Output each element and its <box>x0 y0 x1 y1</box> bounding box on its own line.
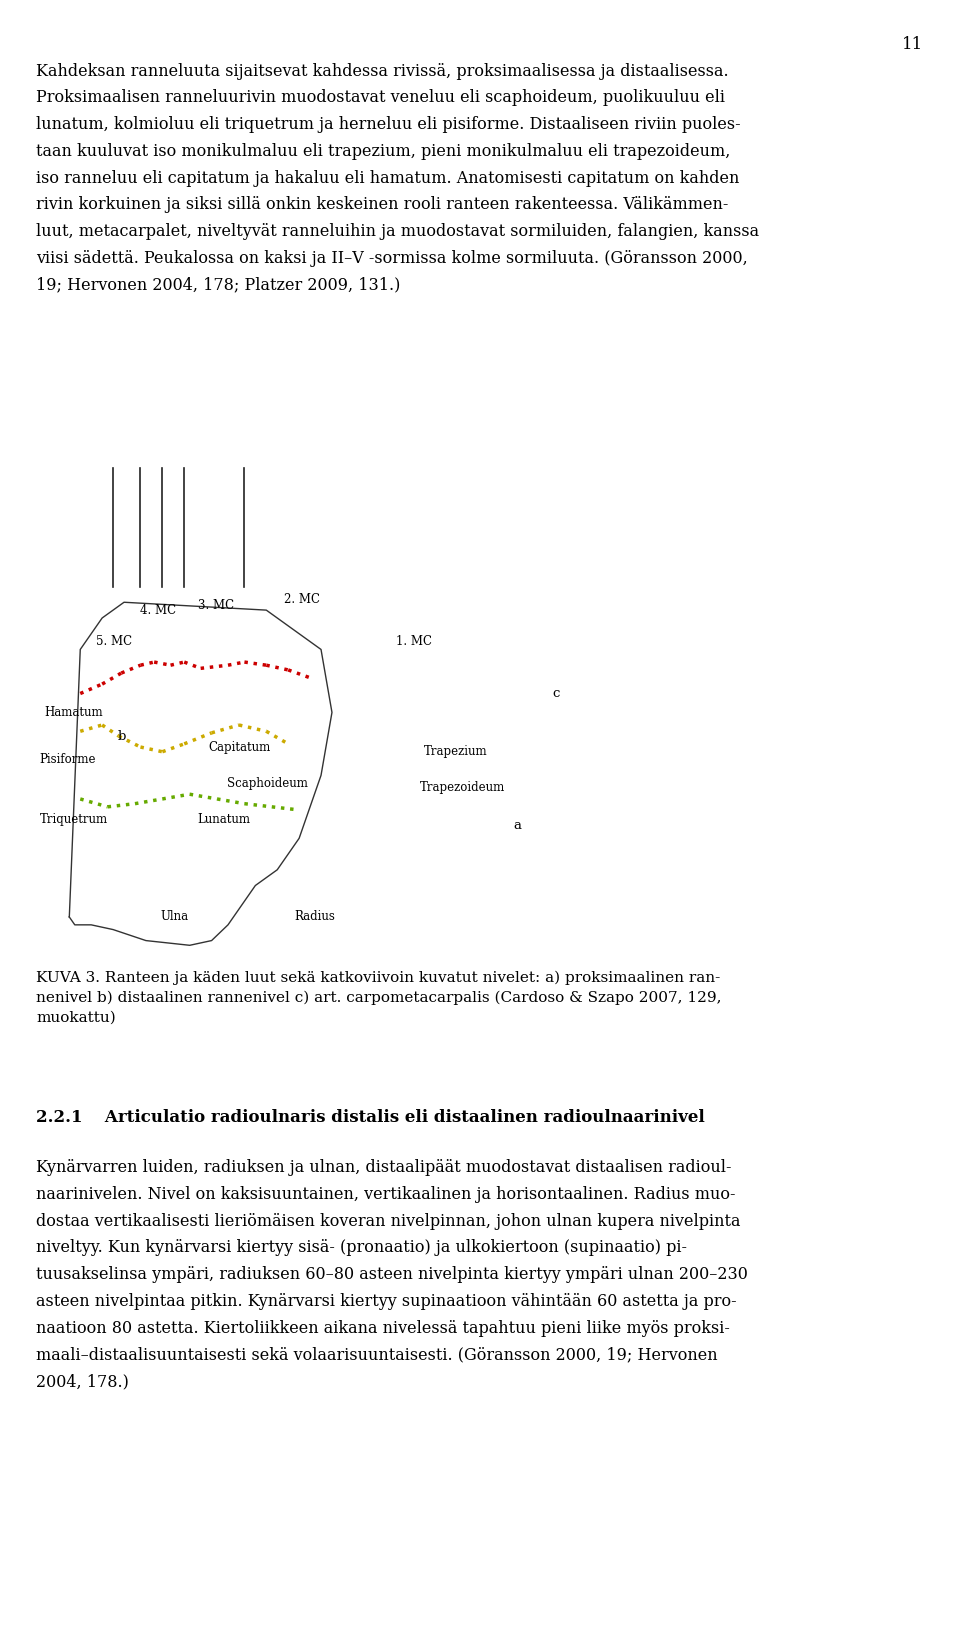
Text: Trapezoideum: Trapezoideum <box>420 781 505 794</box>
Text: KUVA 3. Ranteen ja käden luut sekä katkoviivoin kuvatut nivelet: a) proksimaalin: KUVA 3. Ranteen ja käden luut sekä katko… <box>36 971 722 1025</box>
Text: Triquetrum: Triquetrum <box>39 812 108 826</box>
Text: c: c <box>552 687 560 700</box>
Text: Trapezium: Trapezium <box>424 745 488 758</box>
Text: 2. MC: 2. MC <box>283 593 320 606</box>
Text: 3. MC: 3. MC <box>198 599 234 613</box>
Text: Capitatum: Capitatum <box>208 741 271 753</box>
Text: Lunatum: Lunatum <box>198 812 251 826</box>
Text: Radius: Radius <box>295 910 335 923</box>
Text: a: a <box>514 819 521 832</box>
Text: 1. MC: 1. MC <box>396 636 432 649</box>
Text: 5. MC: 5. MC <box>96 636 132 649</box>
Text: Scaphoideum: Scaphoideum <box>228 776 308 789</box>
Text: Hamatum: Hamatum <box>44 707 103 718</box>
Text: Kynärvarren luiden, radiuksen ja ulnan, distaalipäät muodostavat distaalisen rad: Kynärvarren luiden, radiuksen ja ulnan, … <box>36 1159 749 1390</box>
Text: Ulna: Ulna <box>160 910 188 923</box>
Text: Pisiforme: Pisiforme <box>39 753 96 766</box>
Text: 2.2.1  Articulatio radioulnaris distalis eli distaalinen radioulnaarinivel: 2.2.1 Articulatio radioulnaris distalis … <box>36 1109 706 1126</box>
Bar <box>36 461 584 964</box>
Text: b: b <box>118 730 126 743</box>
Text: 4. MC: 4. MC <box>140 604 177 616</box>
Text: Kahdeksan ranneluuta sijaitsevat kahdessa rivissä, proksimaalisessa ja distaalis: Kahdeksan ranneluuta sijaitsevat kahdess… <box>36 63 759 294</box>
Text: 11: 11 <box>902 36 924 53</box>
